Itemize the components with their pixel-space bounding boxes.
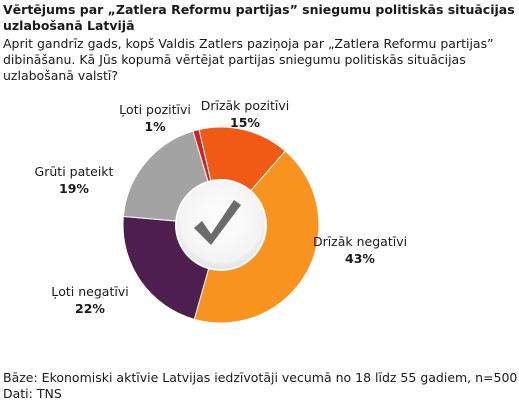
slice-label-gruti-pateikt: Grūti pateikt 19% xyxy=(24,163,124,197)
slice-value: 22% xyxy=(75,301,105,316)
slice-label-text: Drīzāk negatīvi xyxy=(312,234,408,249)
slice-label-loti-pozitivi: Ļoti pozitīvi 1% xyxy=(105,101,205,135)
source-note: Dati: TNS xyxy=(3,386,62,401)
survey-question: Aprit gandrīz gads, kopš Valdis Zatlers … xyxy=(3,36,494,83)
slice-label-text: Ļoti pozitīvi xyxy=(119,102,191,117)
slice-label-drizak-pozitivi: Drīzāk pozitīvi 15% xyxy=(195,97,295,131)
footer: Bāze: Ekonomiski aktīvie Latvijas iedzīv… xyxy=(3,370,517,402)
slice-value: 19% xyxy=(59,181,89,196)
slice-label-drizak-negativi: Drīzāk negatīvi 43% xyxy=(300,233,420,267)
slice-label-text: Drīzāk pozitīvi xyxy=(200,98,290,113)
slice-value: 15% xyxy=(230,115,260,130)
slice-value: 1% xyxy=(144,119,166,134)
slice-label-loti-negativi: Ļoti negatīvi 22% xyxy=(40,283,140,317)
slice-label-text: Grūti pateikt xyxy=(34,164,114,179)
checkmark-icon xyxy=(194,200,241,245)
slice-label-text: Ļoti negatīvi xyxy=(51,284,129,299)
base-note: Bāze: Ekonomiski aktīvie Latvijas iedzīv… xyxy=(3,370,518,385)
slice-value: 43% xyxy=(345,251,375,266)
chart-title: Vērtējums par „Zatlera Reformu partijas”… xyxy=(3,2,515,33)
